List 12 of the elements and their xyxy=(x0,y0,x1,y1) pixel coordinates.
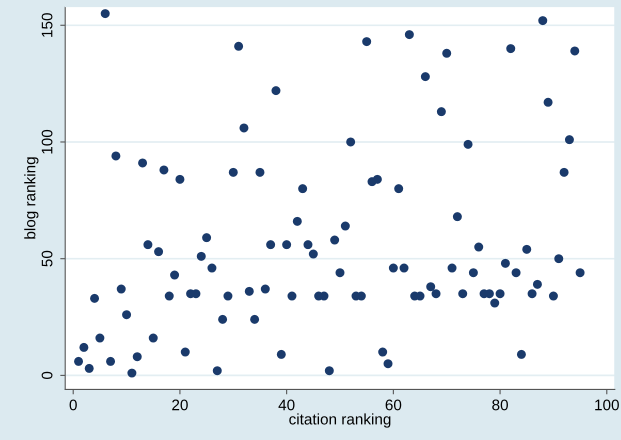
x-axis-title: citation ranking xyxy=(289,413,390,428)
x-tick-label: 100 xyxy=(595,400,619,410)
x-tick-label: 20 xyxy=(172,400,188,410)
x-tick-label: 0 xyxy=(70,400,77,410)
x-tick-label: 80 xyxy=(492,400,508,410)
y-tick-label: 150 xyxy=(42,13,52,37)
y-tick-label: 0 xyxy=(42,372,52,380)
x-tick-label: 40 xyxy=(278,400,295,410)
y-axis-title: blog ranking xyxy=(24,157,38,239)
y-tick-label: 100 xyxy=(42,130,52,154)
y-tick-label: 50 xyxy=(42,250,52,267)
x-tick-label: 60 xyxy=(386,400,402,410)
